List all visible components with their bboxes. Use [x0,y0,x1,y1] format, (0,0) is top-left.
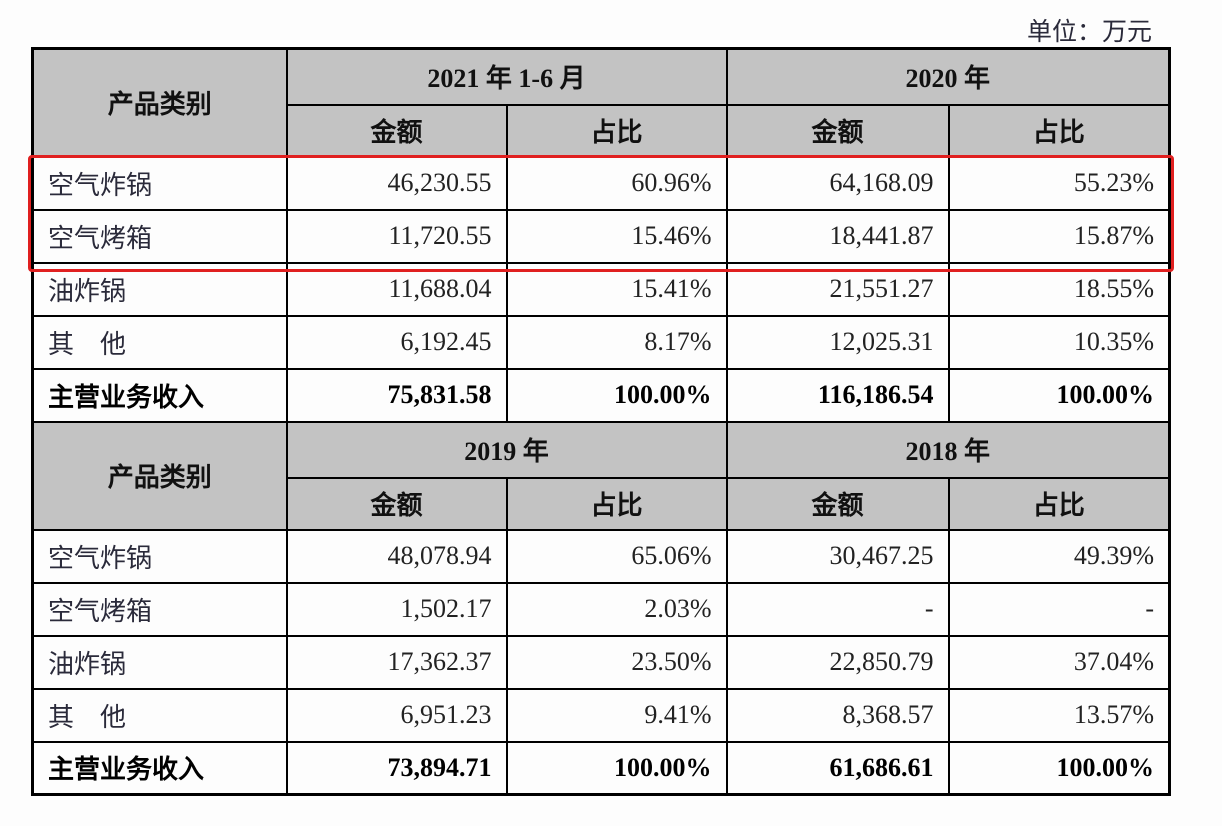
cell-value: 15.46% [505,208,728,264]
table-row: 其 他 6,951.23 9.41% 8,368.57 13.57% [31,687,1171,743]
cell-value: 11,720.55 [285,208,508,264]
row-label: 主营业务收入 [31,740,288,796]
cell-value: 46,230.55 [285,155,508,211]
table-row: 空气炸锅 46,230.55 60.96% 64,168.09 55.23% [31,155,1171,211]
cell-value: 30,467.25 [725,528,950,584]
amount-header: 金额 [725,103,950,158]
table-row: 油炸锅 17,362.37 23.50% 22,850.79 37.04% [31,634,1171,690]
period-header: 2019 年 [285,420,728,479]
row-label: 其 他 [31,687,288,743]
cell-value: 6,192.45 [285,314,508,370]
table-row: 空气烤箱 11,720.55 15.46% 18,441.87 15.87% [31,208,1171,264]
row-label: 空气烤箱 [31,581,288,637]
ratio-header: 占比 [505,103,728,158]
cell-value: 15.87% [947,208,1171,264]
cell-value: 100.00% [947,367,1171,423]
row-label: 其 他 [31,314,288,370]
row-label: 油炸锅 [31,261,288,317]
cell-value: 65.06% [505,528,728,584]
section-1-column-header: 金额 占比 金额 占比 [33,103,1171,158]
cell-value: 37.04% [947,634,1171,690]
cell-value: 1,502.17 [285,581,508,637]
cell-value: 13.57% [947,687,1171,743]
row-label: 空气炸锅 [31,155,288,211]
table-row: 空气烤箱 1,502.17 2.03% - - [31,581,1171,637]
cell-value: 60.96% [505,155,728,211]
period-header: 2021 年 1-6 月 [285,47,728,106]
cell-value: 10.35% [947,314,1171,370]
total-row: 主营业务收入 75,831.58 100.00% 116,186.54 100.… [31,367,1171,423]
total-row: 主营业务收入 73,894.71 100.00% 61,686.61 100.0… [31,740,1171,796]
cell-value: 49.39% [947,528,1171,584]
cell-value: 9.41% [505,687,728,743]
cell-value: 100.00% [505,367,728,423]
ratio-header: 占比 [947,476,1171,531]
cell-value: - [725,581,950,637]
cell-value: 11,688.04 [285,261,508,317]
table-row: 其 他 6,192.45 8.17% 12,025.31 10.35% [31,314,1171,370]
cell-value: 8.17% [505,314,728,370]
ratio-header: 占比 [947,103,1171,158]
section-2-column-header: 金额 占比 金额 占比 [33,476,1171,531]
revenue-by-product-table: 产品类别 2021 年 1-6 月 2020 年 金额 占比 金额 占比 空气炸… [31,47,1171,796]
cell-value: 116,186.54 [725,367,950,423]
cell-value: 2.03% [505,581,728,637]
cell-value: 100.00% [947,740,1171,796]
cell-value: 6,951.23 [285,687,508,743]
period-header: 2018 年 [725,420,1171,479]
amount-header: 金额 [285,476,508,531]
cell-value: 21,551.27 [725,261,950,317]
category-header: 产品类别 [31,47,288,158]
ratio-header: 占比 [505,476,728,531]
cell-value: 8,368.57 [725,687,950,743]
cell-value: 100.00% [505,740,728,796]
cell-value: 23.50% [505,634,728,690]
amount-header: 金额 [725,476,950,531]
amount-header: 金额 [285,103,508,158]
cell-value: 73,894.71 [285,740,508,796]
table-row: 油炸锅 11,688.04 15.41% 21,551.27 18.55% [31,261,1171,317]
row-label: 油炸锅 [31,634,288,690]
cell-value: 18.55% [947,261,1171,317]
row-label: 空气炸锅 [31,528,288,584]
table-row: 空气炸锅 48,078.94 65.06% 30,467.25 49.39% [31,528,1171,584]
section-2-period-header: 产品类别 2019 年 2018 年 [31,420,1171,531]
cell-value: 64,168.09 [725,155,950,211]
cell-value: - [947,581,1171,637]
row-label: 主营业务收入 [31,367,288,423]
cell-value: 18,441.87 [725,208,950,264]
cell-value: 55.23% [947,155,1171,211]
category-header: 产品类别 [31,420,288,531]
period-header: 2020 年 [725,47,1171,106]
unit-label: 单位：万元 [1026,19,1152,46]
cell-value: 22,850.79 [725,634,950,690]
cell-value: 12,025.31 [725,314,950,370]
section-1-period-header: 产品类别 2021 年 1-6 月 2020 年 [31,47,1171,158]
row-label: 空气烤箱 [31,208,288,264]
cell-value: 15.41% [505,261,728,317]
cell-value: 17,362.37 [285,634,508,690]
cell-value: 75,831.58 [285,367,508,423]
cell-value: 48,078.94 [285,528,508,584]
cell-value: 61,686.61 [725,740,950,796]
